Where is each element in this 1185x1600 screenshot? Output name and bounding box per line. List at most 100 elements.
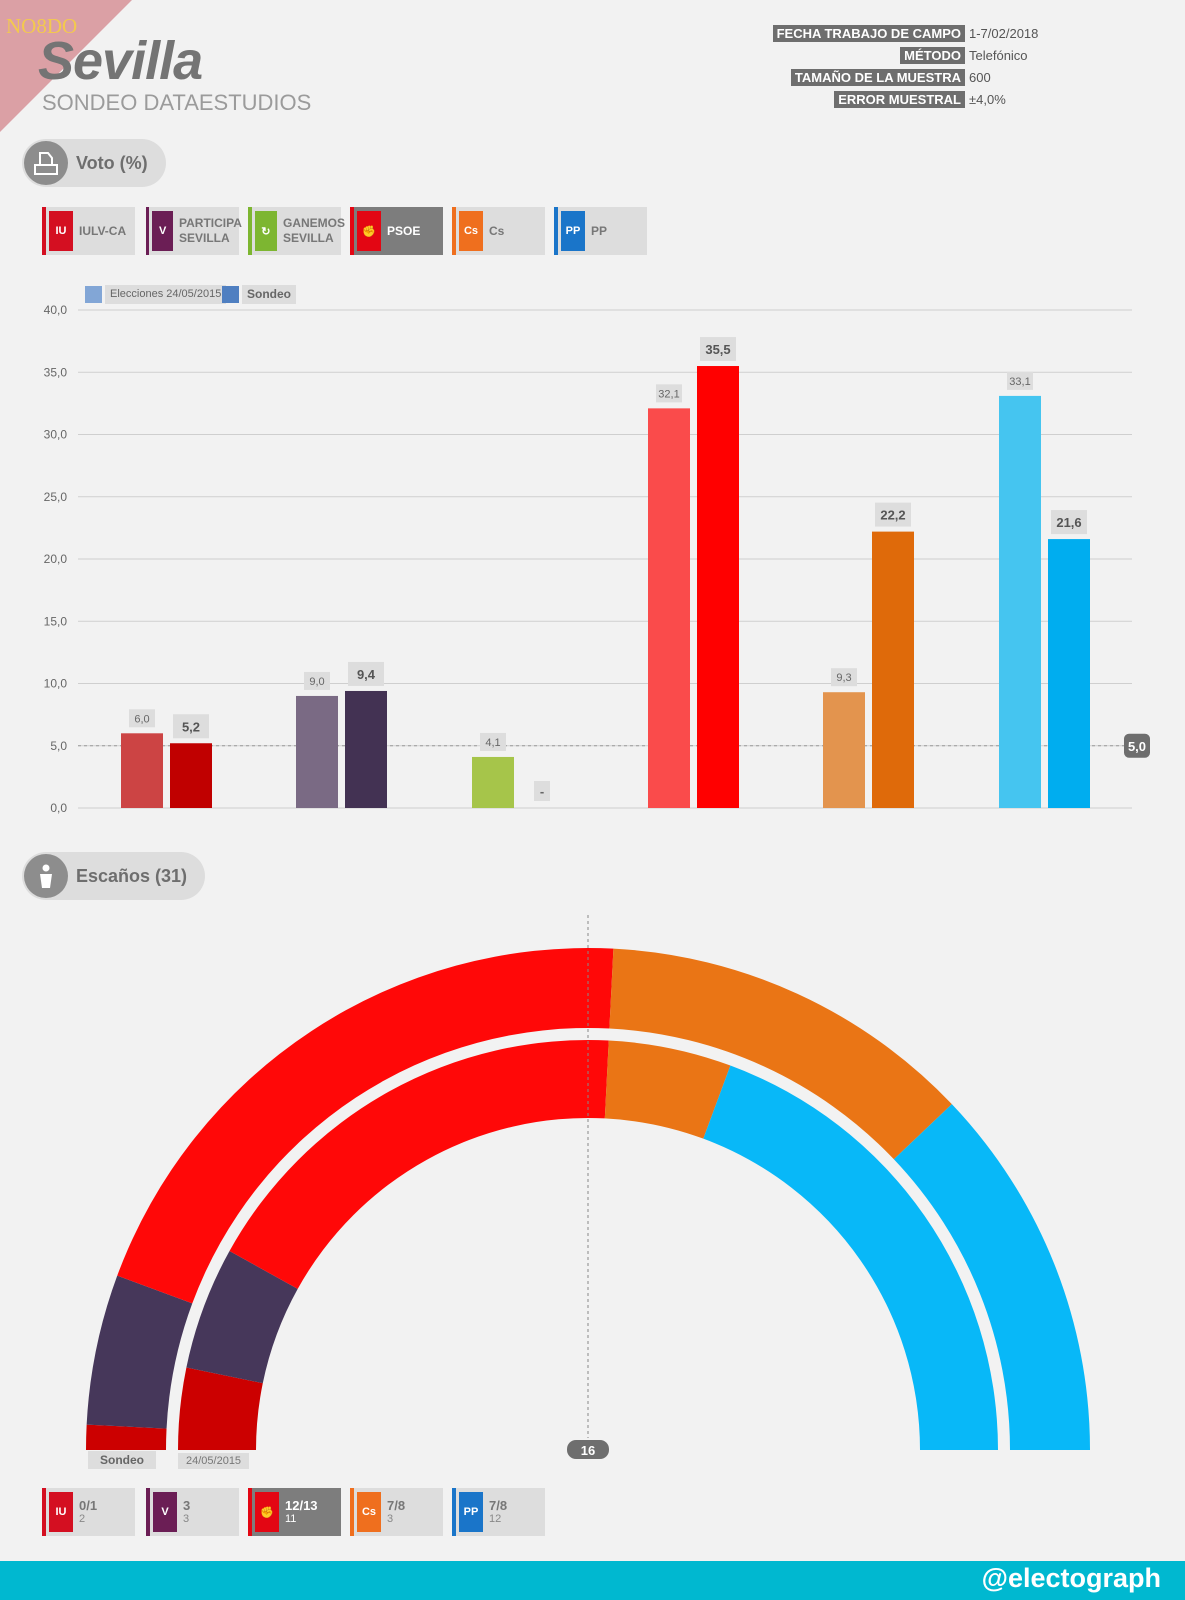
seat-arc-psoe bbox=[117, 948, 614, 1304]
seat-arc-cs bbox=[604, 1040, 731, 1139]
meta-value: ±4,0% bbox=[969, 92, 1006, 107]
legend-sondeo: Sondeo bbox=[222, 285, 296, 304]
data-label-bg bbox=[534, 781, 550, 801]
party-color-bar bbox=[554, 207, 558, 255]
y-tick-label: 10,0 bbox=[44, 677, 68, 691]
legend-swatch bbox=[85, 286, 102, 303]
bar-previous bbox=[999, 395, 1041, 808]
meta-row-error: ERROR MUESTRAL ±4,0% bbox=[834, 91, 1049, 108]
party-color-bar bbox=[248, 1488, 252, 1536]
seat-arc-pp bbox=[703, 1065, 998, 1450]
threshold-label: 5,0 bbox=[1128, 739, 1146, 754]
party-chip-iulv: IU IULV-CA bbox=[42, 207, 135, 255]
party-label: PP bbox=[591, 223, 608, 238]
y-tick-label: 30,0 bbox=[44, 428, 68, 442]
threshold-badge bbox=[1124, 733, 1150, 758]
party-label: IULV-CA bbox=[79, 223, 127, 238]
bar-previous bbox=[648, 408, 690, 808]
party-color-bar bbox=[452, 1488, 456, 1536]
page-title: Sevilla bbox=[38, 31, 203, 91]
data-label-bg bbox=[656, 384, 682, 403]
majority-label: 16 bbox=[581, 1443, 595, 1458]
legend-previous: Elecciones 24/05/2015 bbox=[85, 285, 227, 304]
party-label: GANEMOS SEVILLA bbox=[283, 216, 346, 245]
y-tick-label: 40,0 bbox=[44, 303, 68, 317]
meta-value: Telefónico bbox=[969, 48, 1028, 63]
party-chip-participa: V PARTICIPA SEVILLA bbox=[146, 207, 242, 255]
cs-logo-icon: Cs bbox=[459, 211, 483, 251]
bar-previous bbox=[296, 695, 338, 808]
meta-value: 600 bbox=[969, 70, 991, 85]
party-color-bar bbox=[248, 207, 252, 255]
data-label: 9,3 bbox=[836, 672, 851, 684]
party-chip-pp: PP PP bbox=[554, 207, 647, 255]
seats-section-header: Escaños (31) bbox=[22, 852, 206, 900]
meta-row-fieldwork: FECHA TRABAJO DE CAMPO 1-7/02/2018 bbox=[772, 25, 1049, 42]
iulv-logo-icon: IU bbox=[49, 1492, 73, 1532]
y-tick-label: 0,0 bbox=[50, 801, 67, 815]
footer-bar bbox=[0, 1561, 1185, 1600]
bar-sondeo bbox=[170, 743, 212, 808]
seat-previous-value: 11 bbox=[285, 1512, 297, 1525]
seat-sondeo-value: 7/8 bbox=[489, 1497, 508, 1513]
ring-label: Sondeo bbox=[88, 1451, 156, 1469]
data-label-bg bbox=[480, 732, 506, 751]
y-tick-label: 15,0 bbox=[44, 614, 68, 628]
data-label: 9,4 bbox=[357, 667, 376, 682]
psoe-logo-icon: ✊ bbox=[357, 211, 381, 251]
corner-banner bbox=[0, 0, 132, 132]
data-label: 9,0 bbox=[309, 676, 324, 688]
seats-hemicycle-chart: 16 bbox=[86, 915, 1090, 1459]
party-label: PARTICIPA SEVILLA bbox=[179, 216, 242, 245]
bar-sondeo bbox=[697, 366, 739, 808]
data-label-bg bbox=[304, 671, 330, 690]
pp-logo-icon: PP bbox=[459, 1492, 483, 1532]
brand-logo: NO8DO bbox=[6, 14, 78, 38]
seat-arc-participa-sevilla bbox=[186, 1251, 298, 1384]
seat-arc-iulv-ca bbox=[178, 1367, 263, 1450]
legend-label: Sondeo bbox=[242, 285, 296, 304]
data-label-bg bbox=[129, 709, 155, 728]
legend-swatch bbox=[222, 286, 239, 303]
ring-label-previous: 24/05/2015 bbox=[178, 1451, 250, 1469]
data-label: 32,1 bbox=[658, 388, 679, 400]
meta-row-sample: TAMAÑO DE LA MUESTRA 600 bbox=[790, 69, 1049, 86]
data-label-bg bbox=[831, 668, 857, 687]
data-label: - bbox=[540, 784, 544, 799]
party-color-bar bbox=[350, 207, 354, 255]
bar-sondeo bbox=[345, 690, 387, 808]
data-label-bg bbox=[1007, 371, 1033, 390]
ganemos-logo-icon: ↻ bbox=[254, 211, 277, 251]
cs-logo-icon: Cs bbox=[357, 1492, 381, 1532]
data-label: 21,6 bbox=[1056, 515, 1081, 530]
ring-label-sondeo: Sondeo bbox=[88, 1451, 156, 1469]
vote-section-header: Voto (%) bbox=[22, 139, 166, 187]
data-label: 33,1 bbox=[1009, 376, 1030, 388]
y-tick-label: 35,0 bbox=[44, 365, 68, 379]
party-color-bar bbox=[42, 1488, 46, 1536]
participa-logo-icon: V bbox=[153, 1492, 177, 1532]
seat-chip-psoe: ✊ 12/13 11 bbox=[248, 1488, 341, 1536]
seat-sondeo-value: 7/8 bbox=[387, 1497, 406, 1513]
iulv-logo-icon: IU bbox=[49, 211, 73, 251]
seat-previous-value: 12 bbox=[489, 1512, 502, 1525]
data-label-bg bbox=[173, 714, 209, 739]
vote-bar-chart: 0,0 5,0 10,0 15,0 20,0 25,0 30,0 35,0 40,0 5,0 6,0… bbox=[44, 303, 1150, 815]
seat-chip-cs: Cs 7/8 3 bbox=[350, 1488, 443, 1536]
pp-logo-icon: PP bbox=[561, 211, 585, 251]
meta-row-method: MÉTODO Telefónico bbox=[900, 47, 1049, 64]
meta-key: TAMAÑO DE LA MUESTRA bbox=[790, 69, 965, 86]
bar-previous bbox=[472, 756, 514, 808]
seat-sondeo-value: 3 bbox=[183, 1497, 191, 1513]
seat-sondeo-value: 0/1 bbox=[79, 1497, 98, 1513]
vote-section-title: Voto (%) bbox=[76, 152, 148, 173]
seat-previous-value: 2 bbox=[79, 1512, 86, 1525]
meta-key: FECHA TRABAJO DE CAMPO bbox=[772, 25, 965, 42]
y-tick-label: 20,0 bbox=[44, 552, 68, 566]
bar-previous bbox=[823, 692, 865, 808]
data-label: 5,2 bbox=[182, 719, 200, 734]
data-label-bg bbox=[700, 337, 736, 362]
party-label: Cs bbox=[489, 223, 505, 238]
data-label: 6,0 bbox=[134, 713, 149, 725]
